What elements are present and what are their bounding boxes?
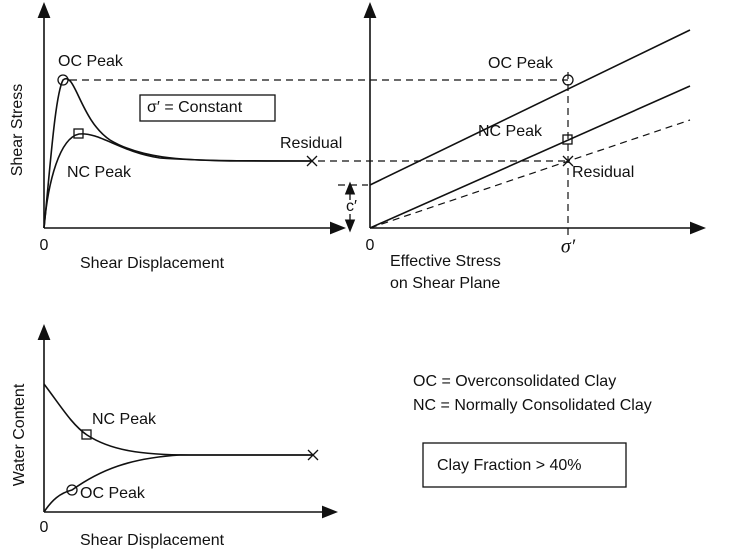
y-label: Water Content	[11, 383, 28, 486]
x-label: Effective Stress	[390, 253, 501, 270]
clay-fraction: Clay Fraction > 40%	[437, 457, 582, 474]
origin: 0	[366, 237, 375, 254]
nc-peak-label: NC Peak	[67, 164, 132, 181]
bottom-left-panel: NC Peak OC Peak Water Content 0 Shear Di…	[11, 324, 338, 549]
x-label: Shear Displacement	[80, 255, 225, 272]
oc-peak-label: OC Peak	[80, 485, 146, 502]
oc-peak-label: OC Peak	[58, 53, 124, 70]
legend: OC = Overconsolidated Clay NC = Normally…	[413, 373, 652, 488]
x-label: on Shear Plane	[390, 275, 500, 292]
clay-fraction-box	[422, 442, 627, 488]
legend-oc: OC = Overconsolidated Clay	[413, 373, 616, 390]
nc-curve	[43, 133, 313, 229]
top-left-panel: σ′ = Constant OC Peak NC Peak Residual S…	[9, 2, 346, 272]
oc-peak-marker	[562, 74, 574, 86]
note-box	[139, 94, 276, 122]
residual-label: Residual	[280, 135, 342, 152]
origin: 0	[40, 519, 49, 536]
sigma-label: σ′	[561, 236, 576, 258]
oc-peak-marker	[57, 74, 69, 86]
residual-label: Residual	[572, 164, 634, 181]
oc-peak-label: OC Peak	[488, 55, 554, 72]
legend-nc: NC = Normally Consolidated Clay	[413, 397, 652, 414]
nc-peak-label: NC Peak	[478, 123, 543, 140]
nc-peak-marker	[73, 128, 84, 139]
y-label: Shear Stress	[9, 84, 26, 176]
oc-peak-marker	[66, 484, 78, 496]
nc-envelope	[369, 85, 691, 229]
oc-envelope	[369, 29, 691, 186]
origin: 0	[40, 237, 49, 254]
nc-peak-label: NC Peak	[92, 411, 157, 428]
nc-peak-marker	[81, 429, 92, 440]
nc-peak-marker	[562, 134, 573, 145]
nc-curve	[43, 383, 313, 456]
oc-curve	[43, 454, 313, 513]
residual-envelope	[369, 119, 691, 229]
x-label: Shear Displacement	[80, 532, 225, 549]
residual-marker	[562, 155, 574, 167]
top-right-panel: c′ OC Peak NC Peak Residual 0 σ′ Effecti…	[338, 2, 706, 292]
residual-marker	[307, 449, 319, 461]
residual-marker	[306, 155, 318, 167]
cohesion-label: c′	[346, 198, 357, 215]
note: σ′ = Constant	[147, 99, 243, 116]
